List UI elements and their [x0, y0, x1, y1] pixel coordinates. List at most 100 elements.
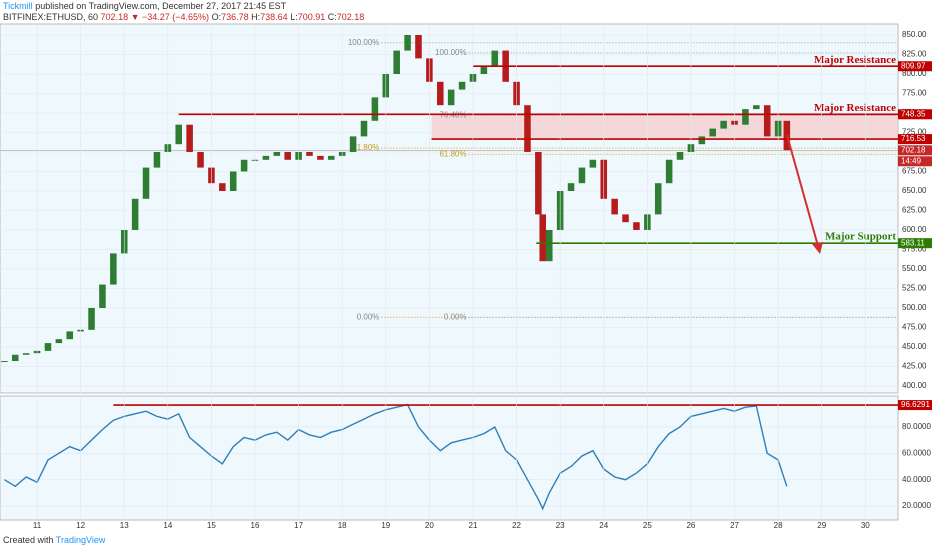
candle	[371, 97, 379, 121]
candle	[539, 214, 546, 262]
ohlc-h: H:	[251, 12, 260, 22]
candle	[393, 50, 400, 74]
author[interactable]: Tickmill	[3, 1, 33, 11]
x-tick-label: 11	[33, 521, 42, 530]
y-tick-label: 80.0000	[902, 422, 931, 431]
y-tick-label: 40.0000	[902, 475, 931, 484]
axis-price-label: 716.53	[901, 134, 926, 143]
fib-label: 100.00%	[348, 38, 380, 47]
fib-label: 0.00%	[357, 312, 380, 321]
axis-price-label: 14:49	[901, 156, 922, 165]
y-tick-label: 60.0000	[902, 448, 931, 457]
y-tick-label: 775.00	[902, 89, 927, 98]
candle	[633, 222, 640, 230]
x-tick-label: 23	[556, 521, 565, 530]
y-tick-label: 825.00	[902, 50, 927, 59]
candle	[88, 307, 95, 330]
candle	[306, 151, 313, 156]
axis-price-box	[898, 61, 932, 72]
y-tick-label: 675.00	[902, 167, 927, 176]
resistance-zone	[431, 114, 898, 140]
x-tick-label: 18	[338, 521, 347, 530]
level-annotation: Major Resistance	[814, 102, 896, 114]
y-tick-label: 550.00	[902, 264, 927, 273]
y-tick-label: 850.00	[902, 30, 927, 39]
y-tick-label: 475.00	[902, 323, 927, 332]
candle	[186, 124, 193, 152]
change: ▼ −34.27 (−4.65%)	[131, 12, 209, 22]
created: Created with	[3, 535, 54, 545]
candle	[437, 81, 444, 106]
projection-arrow	[786, 134, 819, 247]
candle	[262, 155, 270, 160]
x-tick-label: 15	[207, 521, 216, 530]
candle	[229, 171, 237, 191]
candle	[491, 50, 499, 67]
candle	[328, 155, 335, 160]
candle	[676, 151, 684, 160]
axis-price-box	[898, 238, 932, 249]
x-tick-label: 17	[294, 521, 303, 530]
axis-price-label: 748.35	[901, 109, 926, 118]
level-annotation: Major Resistance	[814, 54, 896, 66]
fib-label: 0.00%	[444, 312, 467, 321]
symbol: BITFINEX:ETHUSD, 60	[3, 12, 98, 22]
candle	[753, 105, 760, 110]
x-tick-label: 28	[774, 521, 783, 530]
candle	[110, 253, 117, 285]
candle	[197, 151, 204, 168]
published: published on TradingView.com, December 2…	[35, 1, 286, 11]
candle	[142, 167, 150, 199]
rsi-line	[4, 403, 788, 511]
candle	[99, 284, 106, 308]
price-pane	[0, 23, 899, 394]
candle	[349, 136, 357, 152]
candle	[284, 151, 291, 160]
brand[interactable]: TradingView	[56, 535, 106, 545]
candle	[317, 155, 324, 160]
candle	[153, 151, 161, 168]
y-tick-label: 600.00	[902, 225, 927, 234]
candle	[763, 105, 771, 137]
candle	[545, 229, 553, 262]
candle	[622, 214, 629, 223]
candle	[720, 120, 727, 129]
y-tick-label: 20.0000	[902, 501, 931, 510]
candle	[273, 151, 281, 156]
candle	[567, 183, 575, 191]
x-tick-label: 19	[381, 521, 390, 530]
footer: Created with TradingView	[3, 535, 106, 545]
header-line: Tickmill published on TradingView.com, D…	[3, 1, 287, 11]
y-tick-label: 725.00	[902, 128, 927, 137]
candle	[665, 159, 673, 184]
y-tick-label: 625.00	[902, 206, 927, 215]
last: 702.18	[101, 12, 129, 22]
candle	[175, 124, 182, 145]
ohlc-l: L:	[290, 12, 298, 22]
level-annotation: Major Support	[825, 231, 896, 243]
ohlc-o-value: 736.78	[221, 12, 249, 22]
x-tick-label: 24	[599, 521, 608, 530]
x-tick-label: 12	[76, 521, 85, 530]
candle	[131, 198, 139, 230]
candle	[219, 183, 226, 191]
arrow-head	[812, 242, 823, 254]
x-tick-label: 21	[469, 521, 478, 530]
y-tick-label: 575.00	[902, 245, 927, 254]
candle	[742, 109, 749, 125]
x-tick-label: 13	[120, 521, 129, 530]
y-tick-label: 425.00	[902, 362, 927, 371]
ohlc-h-value: 738.64	[260, 12, 288, 22]
rsi-pane	[0, 395, 899, 521]
x-tick-label: 20	[425, 521, 434, 530]
x-tick-label: 26	[686, 521, 695, 530]
x-tick-label: 16	[251, 521, 260, 530]
candle	[698, 136, 706, 145]
candle	[22, 353, 30, 355]
candle	[66, 331, 74, 340]
fib-label: 61.80%	[439, 149, 466, 158]
ohlc-l-value: 700.91	[298, 12, 326, 22]
candle	[404, 34, 411, 51]
candle	[44, 343, 52, 351]
